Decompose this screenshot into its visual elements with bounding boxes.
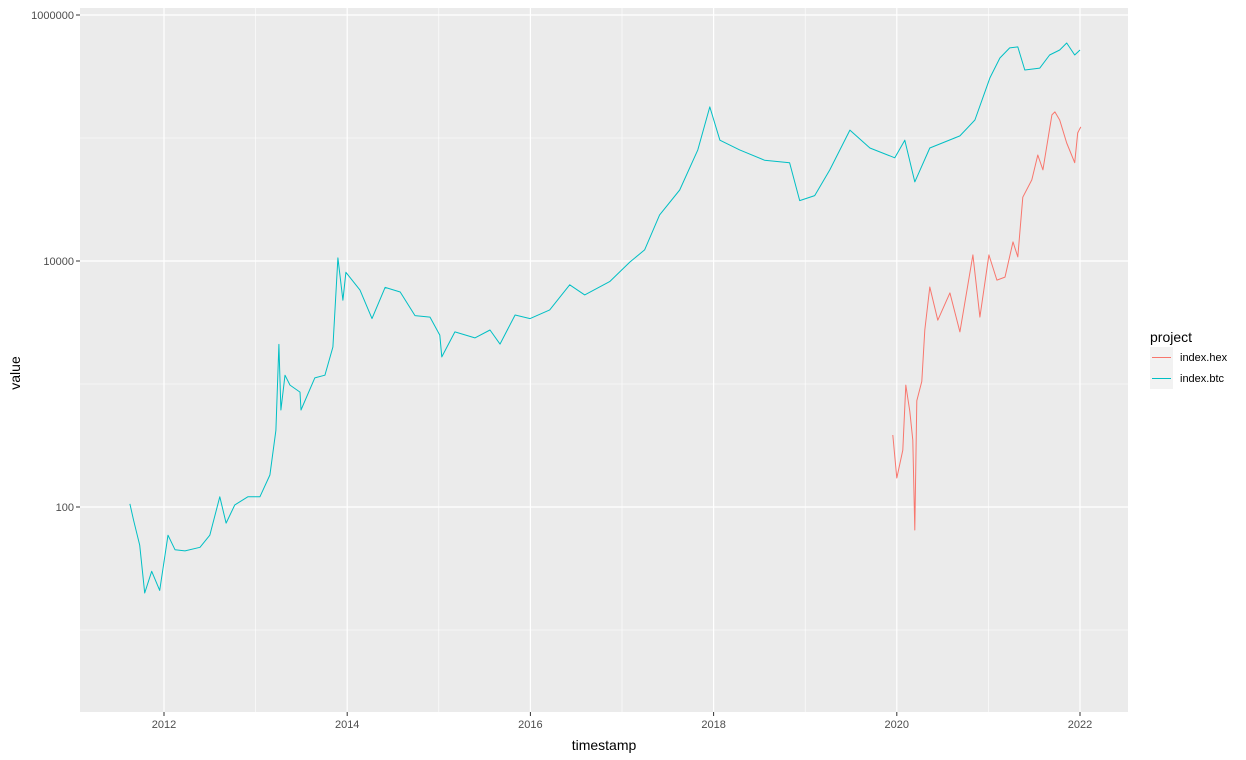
series-line-index-btc — [129, 42, 1081, 594]
x-tick-label: 2020 — [885, 719, 909, 731]
x-tick-label: 2016 — [518, 719, 542, 731]
legend-title: project — [1150, 329, 1192, 345]
y-axis: 100 10000 1000000 — [31, 10, 80, 514]
x-tick-label: 2022 — [1068, 719, 1092, 731]
y-axis-label: value — [7, 356, 23, 390]
x-tick-label: 2018 — [701, 719, 725, 731]
x-axis: 2012 2014 2016 2018 2020 2022 — [152, 712, 1092, 731]
series-line-index-hex — [892, 111, 1082, 531]
legend: project index.hex index.btc — [1150, 329, 1228, 389]
legend-label: index.btc — [1180, 373, 1225, 385]
y-tick-label: 100 — [56, 502, 74, 514]
y-tick-label: 10000 — [43, 256, 74, 268]
x-tick-label: 2014 — [335, 719, 359, 731]
legend-item: index.btc — [1150, 368, 1225, 389]
legend-label: index.hex — [1180, 352, 1228, 364]
x-tick-label: 2012 — [152, 719, 176, 731]
plot-panel — [80, 8, 1128, 712]
major-gridlines — [80, 8, 1128, 712]
x-axis-label: timestamp — [572, 737, 637, 753]
legend-item: index.hex — [1150, 347, 1228, 368]
series-lines — [129, 42, 1082, 594]
minor-gridlines — [72, 8, 1128, 712]
y-tick-label: 1000000 — [31, 10, 74, 22]
